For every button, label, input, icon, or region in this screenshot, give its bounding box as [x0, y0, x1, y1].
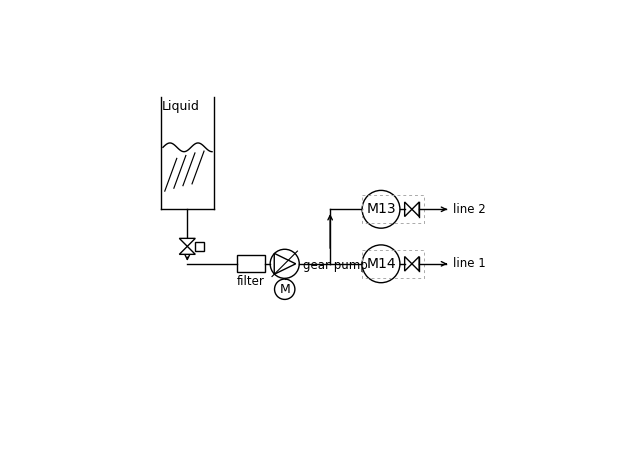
Text: line 1: line 1 [453, 257, 486, 270]
Text: M14: M14 [366, 257, 396, 271]
Text: gear pump: gear pump [303, 259, 368, 272]
Bar [238, 255, 265, 272]
Text: M: M [279, 283, 290, 296]
Circle shape [362, 190, 400, 228]
Text: line 2: line 2 [453, 203, 486, 216]
Text: M13: M13 [366, 202, 396, 216]
Text: Liquid: Liquid [163, 100, 200, 113]
Circle shape [362, 245, 400, 283]
Text: filter: filter [237, 275, 265, 288]
Bar [195, 242, 204, 251]
Circle shape [270, 249, 299, 278]
Circle shape [275, 279, 295, 299]
